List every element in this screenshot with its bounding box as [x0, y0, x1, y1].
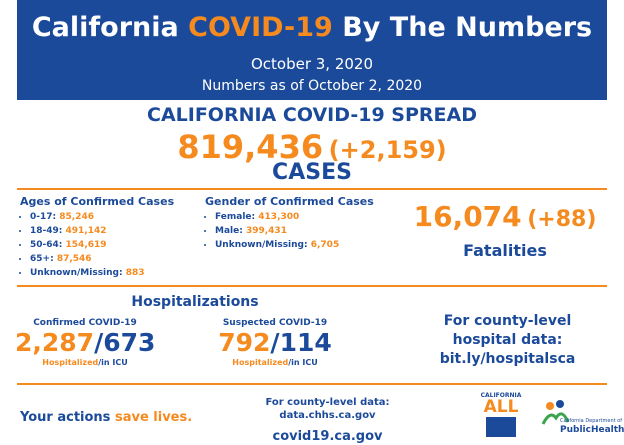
item-label: 50-64:	[30, 240, 63, 250]
ages-item: 18-49: 491,142	[30, 224, 205, 238]
item-label: Female:	[215, 212, 256, 222]
icu-sub-label: /in ICU	[98, 358, 128, 367]
hosp-numbers: 792/114	[205, 328, 345, 358]
item-value: 413,300	[258, 212, 300, 222]
hosp-title: Hospitalizations	[131, 294, 259, 310]
hosp-sub: Hospitalized/in ICU	[15, 358, 155, 367]
hosp-count: 792	[218, 328, 271, 357]
item-value: 399,431	[245, 226, 287, 236]
ages-item: 0-17: 85,246	[30, 210, 205, 224]
fatalities-change: (+88)	[527, 207, 597, 232]
ages-list: 0-17: 85,24618-49: 491,14250-64: 154,619…	[20, 210, 205, 280]
divider	[17, 383, 607, 385]
hosp-sub-label: Hospitalized	[232, 358, 289, 367]
item-label: Male:	[215, 226, 243, 236]
hosp-confirmed: Confirmed COVID-19 2,287/673 Hospitalized/…	[15, 318, 155, 367]
title-start: California	[31, 12, 179, 43]
item-value: 491,142	[65, 226, 107, 236]
hosp-suspected: Suspected COVID-19 792/114 Hospitalized/in…	[205, 318, 345, 367]
hosp-sep: /	[270, 328, 280, 357]
site: covid19.ca.gov	[272, 429, 383, 444]
hosp-sub: Hospitalized/in ICU	[205, 358, 345, 367]
hosp-count: 2,287	[15, 328, 95, 357]
item-value: 883	[125, 268, 145, 278]
icu-sub-label: /in ICU	[288, 358, 318, 367]
county-hospital: For county-level hospital data: bit.ly/h…	[420, 312, 595, 369]
cases-line: 819,436 (+2,159)	[0, 128, 624, 166]
actions-start: Your actions	[20, 410, 111, 425]
hosp-label: Confirmed COVID-19	[33, 318, 137, 328]
county-data: For county-level data: data.chhs.ca.gov …	[240, 396, 415, 443]
county-data-text: For county-level data:	[265, 397, 390, 408]
date: October 3, 2020	[250, 55, 374, 73]
cases-label: CASES	[272, 160, 352, 185]
icu-count: 673	[103, 328, 156, 357]
county-hospital-link: bit.ly/hospitalsca	[439, 351, 576, 367]
actions-end: save lives.	[114, 410, 193, 425]
fatalities-count: 16,074	[413, 200, 522, 233]
ages: Ages of Confirmed Cases 0-17: 85,24618-4…	[20, 195, 205, 280]
gender: Gender of Confirmed Cases Female: 413,30…	[205, 195, 395, 252]
logo-box	[486, 417, 516, 437]
logo-ca-all: CALIFORNIA ALL	[478, 392, 524, 438]
gender-item: Male: 399,431	[215, 224, 395, 238]
fatalities: 16,074 (+88) Fatalities	[395, 200, 615, 260]
item-value: 87,546	[56, 254, 92, 264]
title-end: By The Numbers	[342, 12, 593, 43]
item-label: 0-17:	[30, 212, 57, 222]
divider	[17, 188, 607, 190]
item-value: 154,619	[65, 240, 107, 250]
ages-item: 50-64: 154,619	[30, 238, 205, 252]
icu-count: 114	[279, 328, 332, 357]
gender-list: Female: 413,300Male: 399,431Unknown/Miss…	[205, 210, 395, 252]
logo-ca-all-text: ALL	[483, 397, 519, 417]
as-of: Numbers as of October 2, 2020	[201, 78, 423, 94]
hosp-numbers: 2,287/673	[15, 328, 155, 358]
item-label: 65+:	[30, 254, 54, 264]
ages-title: Ages of Confirmed Cases	[20, 195, 175, 208]
gender-item: Female: 413,300	[215, 210, 395, 224]
ages-item: 65+: 87,546	[30, 252, 205, 266]
hosp-sub-label: Hospitalized	[42, 358, 99, 367]
county-data-link: data.chhs.ca.gov	[279, 410, 376, 421]
item-label: Unknown/Missing:	[30, 268, 123, 278]
ages-item: Unknown/Missing: 883	[30, 266, 205, 280]
gender-title: Gender of Confirmed Cases	[205, 195, 374, 208]
hosp-label: Suspected COVID-19	[222, 318, 328, 328]
item-value: 85,246	[59, 212, 94, 222]
divider	[17, 285, 607, 287]
title-highlight: COVID-19	[188, 12, 333, 43]
item-label: 18-49:	[30, 226, 63, 236]
header: California COVID-19 By The Numbers Octob…	[17, 0, 607, 100]
logo-ca-top: CALIFORNIA	[480, 392, 522, 399]
county-hospital-text: For county-level hospital data:	[443, 313, 572, 348]
item-label: Unknown/Missing:	[215, 240, 308, 250]
cdph-icon	[541, 400, 570, 425]
title: California COVID-19 By The Numbers	[17, 12, 607, 43]
actions: Your actions save lives.	[20, 410, 192, 425]
spread-heading: CALIFORNIA COVID-19 SPREAD	[147, 104, 477, 126]
cdph-small: California Department of	[560, 418, 622, 424]
cdph: PublicHealth	[560, 425, 624, 435]
cases: 819,436	[177, 128, 324, 166]
gender-item: Unknown/Missing: 6,705	[215, 238, 395, 252]
cases-change: (+2,159)	[328, 136, 447, 164]
hosp-sep: /	[94, 328, 104, 357]
item-value: 6,705	[310, 240, 340, 250]
fatalities-label: Fatalities	[463, 241, 547, 260]
